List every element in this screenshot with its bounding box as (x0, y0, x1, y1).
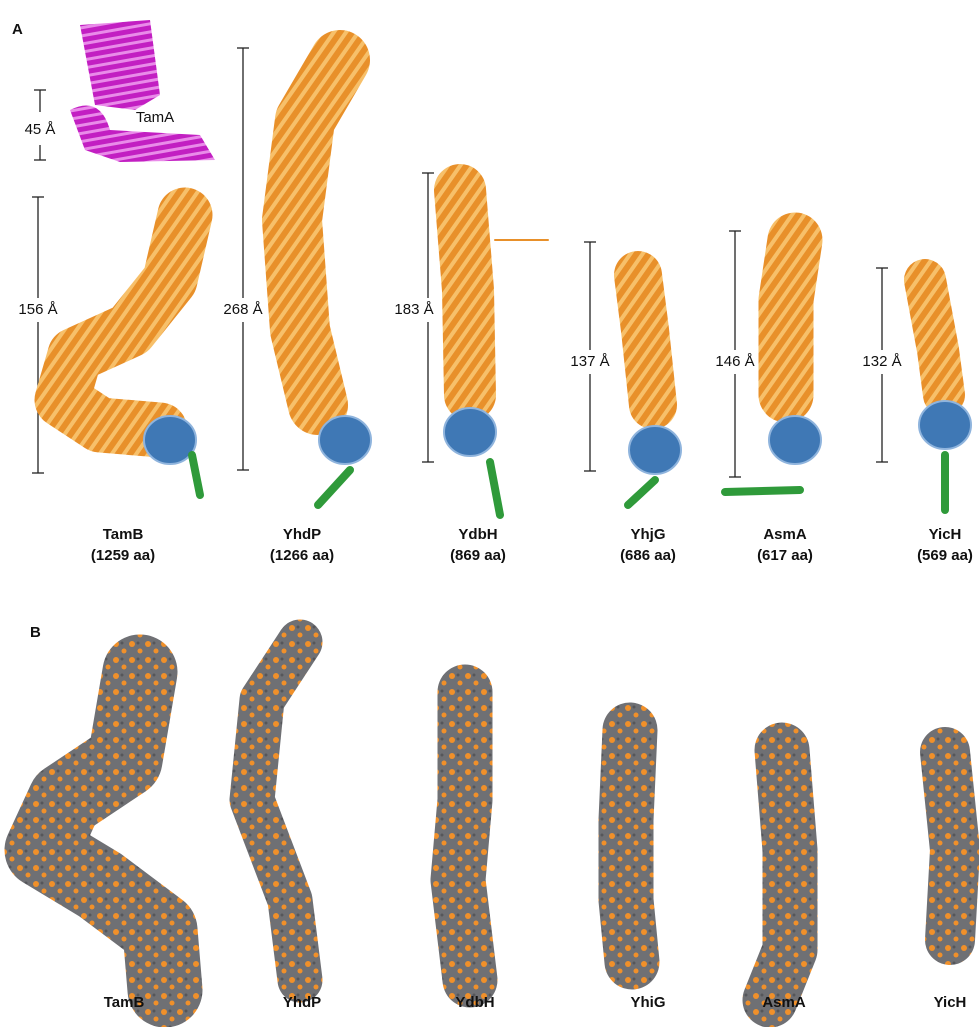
protein-helix (628, 480, 655, 505)
protein-ribbon (292, 60, 340, 405)
protein-size: (686 aa) (620, 547, 676, 564)
scale-label: 146 Å (715, 353, 754, 370)
protein-name: YhiG (630, 994, 665, 1011)
protein-name: YhjG (630, 526, 665, 543)
protein-name: TamB (103, 526, 144, 543)
protein-size: (569 aa) (917, 547, 973, 564)
protein-helix (318, 470, 350, 505)
scale-label: 268 Å (223, 301, 262, 318)
protein-surface (626, 730, 632, 962)
scale-label: 132 Å (862, 353, 901, 370)
panel-label: B (30, 624, 41, 641)
protein-name: AsmA (763, 526, 807, 543)
protein-domain (769, 416, 821, 464)
protein-domain (444, 408, 496, 456)
protein-surface (945, 752, 955, 940)
scale-label: 183 Å (394, 301, 433, 318)
protein-surface (252, 642, 300, 980)
protein-name: TamB (104, 994, 145, 1011)
protein-size: (1266 aa) (270, 547, 334, 564)
protein-name: YicH (934, 994, 967, 1011)
panel-label: A (12, 21, 23, 38)
protein-surface (42, 672, 165, 990)
protein-domain (919, 401, 971, 449)
protein-helix (725, 490, 800, 492)
protein-surface (458, 692, 470, 980)
tama-barrel (80, 20, 160, 110)
protein-domain (144, 416, 196, 464)
tama-label: TamA (136, 109, 174, 126)
scale-label: 156 Å (18, 301, 57, 318)
scale-label: 137 Å (570, 353, 609, 370)
protein-surface (770, 750, 790, 1000)
protein-helix (490, 462, 500, 515)
protein-ribbon (460, 190, 470, 395)
protein-domain (629, 426, 681, 474)
figure: A B TamA 45 Å 156 Å TamB (1259 aa) 268 Å Yhd… (0, 0, 979, 1027)
protein-name: YicH (929, 526, 962, 543)
protein-ribbon (62, 215, 185, 430)
protein-size: (869 aa) (450, 547, 506, 564)
scale-label: 45 Å (25, 121, 56, 138)
protein-ribbon (925, 280, 944, 395)
protein-name: YhdP (283, 994, 321, 1011)
protein-name: YdbH (455, 994, 494, 1011)
protein-ribbon (786, 240, 795, 395)
protein-name: YhdP (283, 526, 321, 543)
protein-name: AsmA (762, 994, 806, 1011)
protein-helix (192, 455, 200, 495)
protein-size: (1259 aa) (91, 547, 155, 564)
protein-size: (617 aa) (757, 547, 813, 564)
protein-name: YdbH (458, 526, 497, 543)
protein-domain (319, 416, 371, 464)
protein-ribbon (638, 275, 653, 405)
